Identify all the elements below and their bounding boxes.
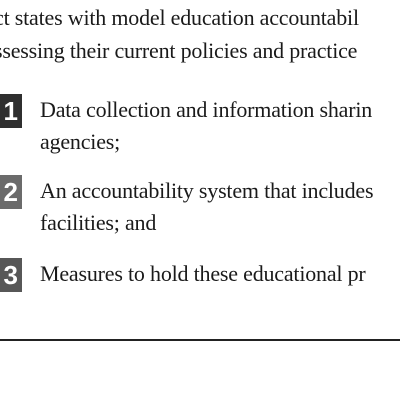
list-item-line: Measures to hold these educational pr — [40, 261, 366, 286]
list-item-text: An accountability system that includes f… — [40, 175, 374, 239]
intro-text-line-2: ssessing their current policies and prac… — [0, 38, 358, 63]
list-item-text: Measures to hold these educational pr — [40, 258, 366, 290]
list-item-line: Data collection and information sharin — [40, 97, 373, 122]
list-item-text: Data collection and information sharin a… — [40, 94, 372, 158]
number-badge: 2 — [0, 175, 22, 209]
number-badge: 3 — [0, 258, 22, 292]
list-item-line: facilities; and — [40, 210, 157, 235]
intro-text-line-1: ct states with model education accountab… — [0, 5, 359, 30]
list-item-line: agencies; — [40, 129, 121, 154]
list-item-line: An accountability system that includes — [40, 178, 374, 203]
number-badge: 1 — [0, 94, 22, 128]
horizontal-rule — [0, 339, 400, 341]
